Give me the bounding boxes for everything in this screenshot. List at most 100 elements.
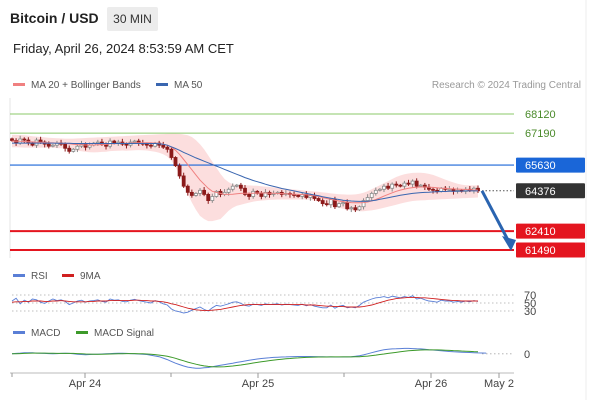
candle-body [161,144,166,148]
candle-body [324,203,329,206]
macd-tick-label: 0 [524,349,530,361]
candle-body [226,188,231,193]
rsi-ma-swatch [62,273,74,277]
candle-body [418,184,423,187]
candle-body [149,144,153,147]
legend-ma20-label: MA 20 + Bollinger Bands [31,80,141,91]
candle-body [181,175,186,187]
ma20-swatch [13,82,25,86]
candle-body [177,165,182,177]
credit-text: Research © 2024 Trading Central [431,80,581,91]
x-tick-label: Apr 25 [242,378,274,390]
candle-body [382,185,386,190]
candle-body [406,182,411,185]
candle-body [185,185,190,193]
candle-body [214,190,219,197]
x-tick-label: Apr 24 [69,378,101,390]
macd-swatch [13,330,25,334]
candle-body [132,140,137,143]
candle-body [75,145,80,150]
candle-body [386,185,390,189]
legend-ma50-label: MA 50 [174,80,203,91]
macd-signal-line [12,349,479,368]
candle-body [414,180,419,187]
candle-body [390,183,395,189]
level-label-bg-current [516,183,585,199]
candle-body [341,202,346,205]
candle-body [365,197,370,201]
level-label-bg-support [516,242,585,258]
forecast-arrow-line [480,190,511,243]
forecast-arrow-head [502,236,516,251]
level-label-support: 61490 [525,245,556,257]
macd-line [11,347,487,369]
x-tick-label: May 2 [484,378,514,390]
candle-body [22,138,27,141]
level-label-bg-pivot [516,157,585,173]
candle-body [124,143,129,146]
candle-body [361,200,366,208]
candle-body [402,182,407,187]
candle-body [71,148,76,152]
candle-body [230,185,235,190]
legend-rsi: RSI [13,271,48,282]
candle-body [333,199,337,208]
candle-body [50,144,55,147]
candle-body [316,198,321,201]
candle-body [251,190,256,197]
macd-signal-swatch [76,330,88,334]
candle-body [345,202,350,210]
candle-body [296,195,301,197]
candle-body [234,184,239,187]
level-label-support: 62410 [525,226,556,238]
legend-ma50: MA 50 [156,80,202,91]
level-label-current: 64376 [525,186,556,198]
level-label-resistance: 67190 [525,128,556,140]
candle-body [320,200,325,205]
candle-body [202,189,207,195]
bollinger-band [12,133,478,222]
candle-body [144,143,149,146]
candle-body [398,184,403,187]
timeframe-button[interactable]: 30 MIN [107,7,158,31]
level-label-pivot: 65630 [525,160,556,172]
candle-body [377,188,382,191]
candle-body [112,140,117,144]
candle-body [239,184,243,189]
legend-ma20: MA 20 + Bollinger Bands [13,80,141,91]
candle-body [189,191,194,196]
candle-body [410,180,415,185]
candle-body [173,157,178,167]
candle-body [373,189,378,194]
candle-body [447,188,452,191]
candle-body [259,192,264,197]
ma50-line [12,142,478,202]
legend-macd-label: MACD [31,328,61,339]
candle-body [83,143,88,148]
candle-body [206,194,211,201]
candle-body [10,138,14,141]
legend-macd: MACD [13,328,60,339]
candle-body [369,192,374,198]
rsi-ma-line [11,296,478,312]
candle-body [328,199,333,206]
legend-rsi-ma-label: 9MA [80,271,101,282]
ma50-swatch [156,82,168,86]
candle-body [357,206,362,211]
candle-body [263,191,268,197]
legend-macd-signal: MACD Signal [76,328,154,339]
candle-body [349,207,354,210]
candle-body [247,194,251,197]
candle-body [337,203,341,208]
candle-body [353,207,358,211]
candle-body [63,143,68,149]
candle-body [431,188,435,191]
candle-body [394,183,399,186]
candle-body [198,189,202,194]
rsi-swatch [13,273,25,277]
candle-body [95,141,100,144]
rsi-line [11,295,479,314]
level-label-resistance: 68120 [525,109,556,121]
